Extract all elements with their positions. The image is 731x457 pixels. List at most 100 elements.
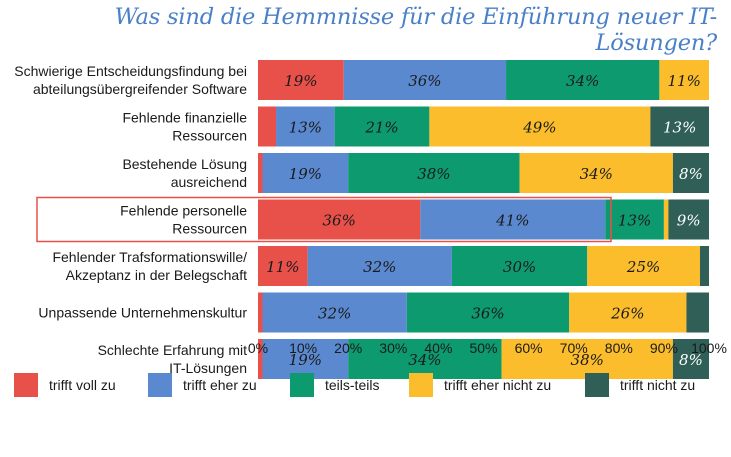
bar-segment — [699, 246, 709, 286]
x-tick-label: 0% — [248, 340, 268, 356]
value-label: 34% — [566, 72, 599, 90]
value-label: 38% — [571, 351, 604, 369]
bar-segment — [262, 292, 407, 333]
legend-label: trifft nicht zu — [620, 377, 695, 393]
bar-segment — [406, 292, 570, 333]
value-label: 49% — [522, 119, 556, 137]
bar-segment — [659, 60, 709, 100]
value-label: 19% — [284, 72, 317, 90]
value-label: 41% — [495, 212, 529, 230]
legend-swatch — [409, 373, 433, 397]
category-label: Fehlender Trafsformationswille/ — [52, 249, 247, 265]
bar-segment — [276, 106, 335, 147]
bar-segment — [451, 246, 588, 286]
bar-segment — [348, 153, 520, 193]
x-tick-label: 90% — [650, 340, 678, 356]
category-label: ausreichend — [171, 174, 247, 190]
bar-segment — [258, 153, 263, 193]
value-label: 13% — [289, 119, 322, 137]
bar-segment — [334, 106, 430, 147]
value-label: 32% — [318, 305, 351, 323]
value-label: 13% — [663, 119, 696, 137]
value-label: 36% — [323, 212, 356, 230]
highlight-box — [36, 196, 612, 243]
legend-swatch — [14, 373, 38, 397]
category-label: Unpassende Unternehmenskultur — [38, 305, 247, 321]
value-label: 13% — [618, 212, 651, 230]
category-label: abteilungsübergreifender Software — [33, 81, 247, 97]
legend-swatch — [585, 373, 609, 397]
legend-swatch — [290, 373, 314, 397]
bar-segment — [519, 153, 673, 193]
value-label: 26% — [610, 305, 644, 323]
bar-segment — [258, 106, 277, 147]
x-axis: 0% 10% 20% 30% 40% 50% 60% 70% 80% 90% 100% — [248, 340, 727, 356]
bar-segment — [258, 292, 263, 333]
legend-item: trifft eher nicht zu — [409, 373, 551, 397]
legend-label: teils-teils — [325, 377, 379, 393]
value-label: 34% — [408, 351, 441, 369]
chart-title: Was sind die Hemmnisse für die Einführun… — [114, 4, 718, 56]
bar-segment — [258, 246, 308, 286]
x-tick-label: 60% — [515, 340, 543, 356]
legend-label: trifft voll zu — [49, 377, 116, 393]
value-label: 21% — [364, 119, 398, 137]
bar-segment — [262, 153, 349, 193]
bar-segment — [258, 339, 263, 379]
x-tick-label: 100% — [691, 340, 727, 356]
legend: trifft voll zu trifft eher zu teils-teils t… — [14, 373, 695, 397]
bars — [258, 60, 709, 379]
legend-label: trifft eher nicht zu — [444, 377, 551, 393]
bar-segment — [686, 292, 709, 333]
category-label: Fehlende finanzielle — [122, 110, 247, 126]
bar-segment — [672, 339, 709, 379]
value-label: 30% — [503, 258, 536, 276]
category-label: IT-Lösungen — [169, 360, 247, 376]
x-tick-label: 40% — [424, 340, 452, 356]
category-labels: Schwierige Entscheidungsfindung bei abtei… — [14, 63, 247, 376]
bar-segment — [343, 60, 507, 100]
category-label: Akzeptanz in der Belegschaft — [66, 267, 247, 283]
bar-segment — [429, 106, 651, 147]
value-label: 8% — [679, 165, 703, 183]
legend-item: trifft eher zu — [148, 373, 257, 397]
category-label: Bestehende Lösung — [122, 156, 247, 172]
x-tick-label: 10% — [289, 340, 317, 356]
bar-segment — [262, 339, 349, 379]
bar-segment — [587, 246, 700, 286]
legend-item: teils-teils — [290, 373, 379, 397]
bar-segment — [258, 199, 421, 240]
bar-segment — [307, 246, 452, 286]
bar-segment — [663, 199, 669, 240]
value-label: 38% — [417, 165, 450, 183]
value-label: 11% — [668, 72, 701, 90]
x-tick-label: 50% — [469, 340, 497, 356]
category-label: Schlechte Erfahrung mit — [98, 342, 248, 358]
category-label: Schwierige Entscheidungsfindung bei — [14, 63, 247, 79]
category-label: Ressourcen — [172, 221, 247, 237]
highlight — [36, 196, 612, 243]
bar-segment — [348, 339, 502, 379]
category-label: Ressourcen — [172, 128, 247, 144]
legend-item: trifft nicht zu — [585, 373, 695, 397]
legend-label: trifft eher zu — [183, 377, 257, 393]
value-label: 19% — [289, 165, 322, 183]
value-label: 8% — [679, 351, 703, 369]
bar-segment — [605, 199, 664, 240]
legend-item: trifft voll zu — [14, 373, 116, 397]
bar-segment — [668, 199, 709, 240]
category-label: Fehlende personelle — [120, 203, 247, 219]
value-label: 11% — [266, 258, 299, 276]
bar-segment — [420, 199, 606, 240]
legend-swatch — [148, 373, 172, 397]
x-tick-label: 70% — [560, 340, 588, 356]
value-label: 36% — [408, 72, 441, 90]
bar-segment — [672, 153, 709, 193]
value-label: 19% — [289, 351, 322, 369]
value-label: 36% — [471, 305, 504, 323]
bar-segment — [650, 106, 709, 147]
bar-segment — [258, 60, 344, 100]
bar-segment — [569, 292, 687, 333]
bar-segment — [501, 339, 673, 379]
value-label: 9% — [677, 212, 701, 230]
